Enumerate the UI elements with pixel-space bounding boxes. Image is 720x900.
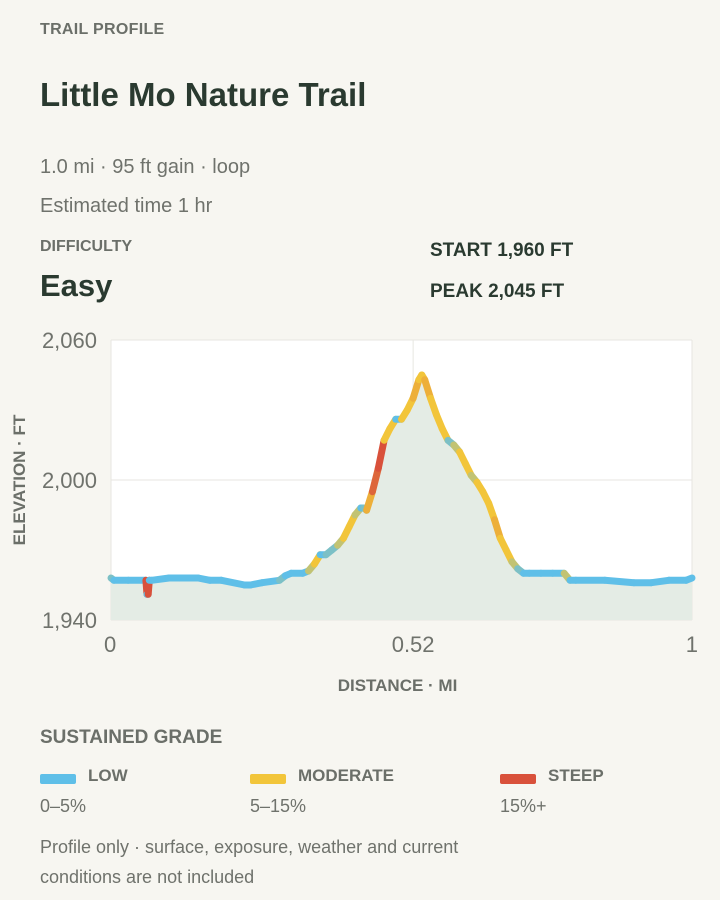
footnote: Profile only · surface, exposure, weathe… — [40, 837, 459, 887]
elevation-profile-chart: 1,940 2,000 2,060 0 0.52 1 DISTANCE · MI ELEVAT… — [10, 328, 698, 695]
profile-segment — [601, 576, 638, 587]
legend-swatch — [250, 774, 286, 784]
trail-summary: 1.0 mi · 95 ft gain · loop — [40, 156, 251, 178]
legend-range: 15%+ — [500, 796, 547, 816]
profile-segment — [368, 464, 382, 496]
legend-range: 5–15% — [250, 796, 307, 816]
y-axis-title: ELEVATION · FT — [10, 414, 29, 545]
y-tick-label: 2,000 — [42, 468, 97, 493]
x-tick-label: 0 — [104, 632, 116, 657]
y-tick-label: 1,940 — [42, 608, 97, 633]
x-tick-label: 0.52 — [392, 632, 435, 657]
elevation-area — [111, 375, 692, 620]
x-tick-label: 1 — [686, 632, 698, 657]
start-elevation: START 1,960 FT — [430, 240, 574, 261]
peak-elevation: PEAK 2,045 FT — [430, 281, 565, 302]
profile-segment — [374, 436, 388, 472]
y-tick-label: 2,060 — [42, 328, 97, 353]
eyebrow-label: TRAIL PROFILE — [40, 21, 165, 38]
legend-range: 0–5% — [40, 796, 87, 816]
trail-title: Little Mo Nature Trail — [40, 76, 367, 113]
legend-name: LOW — [88, 766, 128, 785]
legend-title: SUSTAINED GRADE — [40, 727, 223, 748]
difficulty-label: DIFFICULTY — [40, 238, 133, 255]
legend-name: MODERATE — [298, 766, 395, 785]
legend-swatch — [500, 774, 536, 784]
x-axis-title: DISTANCE · MI — [338, 676, 458, 695]
legend-swatch — [40, 774, 76, 784]
legend-name: STEEP — [548, 766, 604, 785]
difficulty-value: Easy — [40, 268, 113, 303]
estimated-time: Estimated time 1 hr — [40, 195, 213, 217]
profile-segment — [682, 574, 696, 584]
profile-segment — [217, 576, 249, 589]
